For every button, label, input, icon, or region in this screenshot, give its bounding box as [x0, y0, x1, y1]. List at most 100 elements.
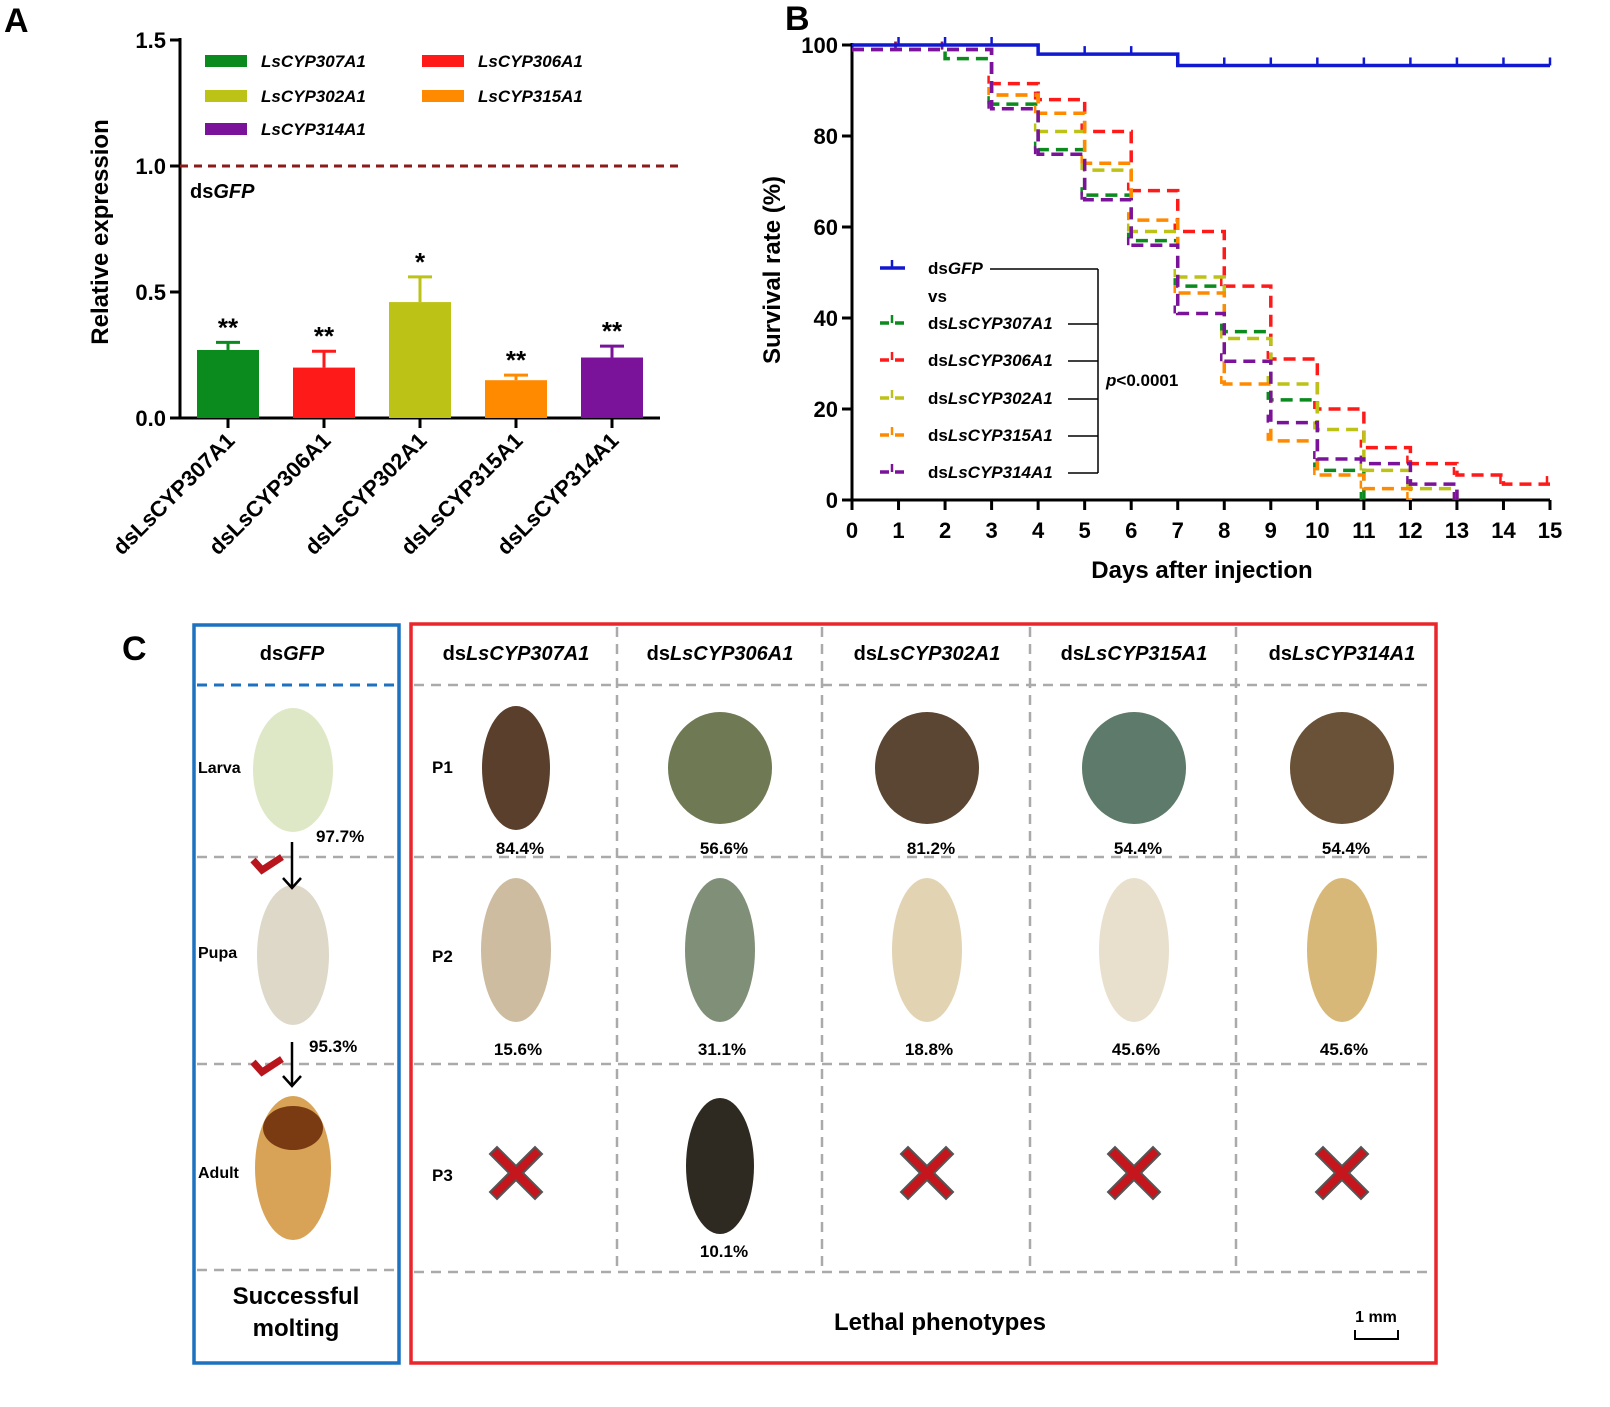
significance-mark: *: [415, 247, 426, 277]
legend-label-a: LsCYP307A1: [261, 52, 366, 71]
panel-letter-a: A: [4, 2, 29, 40]
legend-label-b: dsGFP: [928, 259, 983, 278]
legend-label-b-prefix: ds: [928, 426, 948, 445]
row-label: P1: [432, 758, 453, 777]
significance-mark: **: [602, 316, 623, 346]
control-header-name: GFP: [283, 643, 325, 665]
arrow-head: [282, 877, 302, 890]
bar-dsLsCYP315A1: [485, 380, 547, 418]
specimen-image-p2: [481, 878, 551, 1022]
specimen-image-control: [257, 885, 329, 1025]
control-footer-line1: Successful: [233, 1283, 360, 1310]
legend-label-b: dsLsCYP314A1: [928, 463, 1053, 482]
lethal-box: [409, 622, 1438, 1365]
p-value-label: p<0.0001: [1105, 371, 1178, 390]
legend-label-b-prefix: ds: [928, 463, 948, 482]
specimen-image-p2: [1307, 878, 1377, 1022]
legend-a: LsCYP307A1 LsCYP302A1 LsCYP314A1 LsCYP306A1…: [205, 52, 583, 139]
column-header: dsLsCYP306A1: [647, 643, 794, 665]
panel-letter-c: C: [122, 630, 147, 668]
specimen-image-p1: [1290, 712, 1394, 824]
check-icon: [250, 1056, 284, 1077]
vs-label: vs: [928, 287, 947, 306]
reference-line-label: dsGFP: [190, 181, 255, 203]
scale-bar: [1354, 1330, 1399, 1340]
x-tick-label-b: 0: [846, 518, 858, 543]
specimen-image-control: [253, 708, 333, 832]
control-percent: 95.3%: [309, 1037, 357, 1056]
x-tick-label-b: 3: [985, 518, 997, 543]
x-tick-label-b: 12: [1398, 518, 1422, 543]
legend-label-b: dsLsCYP307A1: [928, 314, 1053, 333]
column-header: dsLsCYP315A1: [1061, 643, 1208, 665]
significance-mark: **: [314, 321, 335, 351]
column-header-name: LsCYP306A1: [670, 643, 793, 665]
legend-swatch-a: [205, 123, 247, 135]
significance-mark: **: [218, 312, 239, 342]
control-footer-line2: molting: [253, 1315, 340, 1342]
specimen-image-p2: [685, 878, 755, 1022]
p2-percent: 31.1%: [698, 1040, 746, 1059]
legend-label-b-prefix: ds: [928, 259, 948, 278]
specimen-image-p1: [875, 712, 979, 824]
p3-percent: 10.1%: [700, 1242, 748, 1261]
x-tick-label-b: 13: [1445, 518, 1469, 543]
cross-icon: [1106, 1145, 1162, 1201]
legend-swatch-a: [422, 55, 464, 67]
column-header-prefix: ds: [443, 643, 466, 665]
bar-dsLsCYP314A1: [581, 357, 643, 418]
x-tick-label-b: 4: [1032, 518, 1045, 543]
bar-dsLsCYP306A1: [293, 367, 355, 418]
y-tick-label-a: 1.5: [135, 28, 166, 53]
x-tick-label-b: 11: [1352, 518, 1375, 543]
cross-icon: [899, 1145, 955, 1201]
legend-label-a: LsCYP302A1: [261, 87, 366, 106]
y-tick-label-a: 0.5: [135, 280, 166, 305]
specimen-image-p3: [686, 1098, 754, 1234]
control-box: [192, 623, 401, 1365]
legend-label-b-prefix: ds: [928, 389, 948, 408]
legend-swatch-a: [205, 55, 247, 67]
survival-chart: Survival rate (%) Days after injection d…: [759, 33, 1562, 584]
column-header-name: LsCYP315A1: [1084, 643, 1207, 665]
legend-b: dsGFPdsLsCYP307A1dsLsCYP306A1dsLsCYP302A…: [880, 259, 1099, 482]
column-header: dsLsCYP302A1: [854, 643, 1001, 665]
y-tick-label-a: 0.0: [135, 406, 166, 431]
row-label: P2: [432, 947, 453, 966]
panel-letter-b: B: [785, 0, 810, 38]
scale-bar-label: 1 mm: [1355, 1309, 1397, 1326]
specimen-image-p1: [1082, 712, 1186, 824]
p2-percent: 45.6%: [1112, 1040, 1160, 1059]
p2-percent: 18.8%: [905, 1040, 953, 1059]
x-tick-label-b: 7: [1172, 518, 1184, 543]
column-header-prefix: ds: [854, 643, 877, 665]
legend-label-a: LsCYP306A1: [478, 52, 583, 71]
x-tick-label-b: 2: [939, 518, 951, 543]
p1-percent: 81.2%: [907, 839, 955, 858]
p2-percent: 15.6%: [494, 1040, 542, 1059]
row-label: P3: [432, 1166, 453, 1185]
y-tick-label-a: 1.0: [135, 154, 166, 179]
cross-icon: [488, 1145, 544, 1201]
specimen-image-p2: [1099, 878, 1169, 1022]
survival-curve-LsCYP315A1: [852, 47, 1413, 500]
control-header-prefix: ds: [260, 643, 283, 665]
p1-percent: 54.4%: [1322, 839, 1370, 858]
legend-label-a: LsCYP315A1: [478, 87, 583, 106]
legend-swatch-a: [422, 90, 464, 102]
y-tick-label-b: 80: [814, 124, 838, 149]
check-icon: [250, 854, 284, 875]
specimen-image-p1: [482, 706, 550, 830]
column-header-name: LsCYP302A1: [877, 643, 1000, 665]
specimen-image-p1: [668, 712, 772, 824]
x-tick-label-b: 14: [1491, 518, 1516, 543]
y-axis-label-a: Relative expression: [87, 119, 114, 344]
x-tick-label-b: 15: [1538, 518, 1562, 543]
column-header: dsLsCYP307A1: [443, 643, 590, 665]
legend-swatch-a: [205, 90, 247, 102]
column-header-prefix: ds: [647, 643, 670, 665]
column-header: dsLsCYP314A1: [1269, 643, 1416, 665]
x-tick-label-b: 5: [1079, 518, 1091, 543]
x-tick-label-b: 6: [1125, 518, 1137, 543]
